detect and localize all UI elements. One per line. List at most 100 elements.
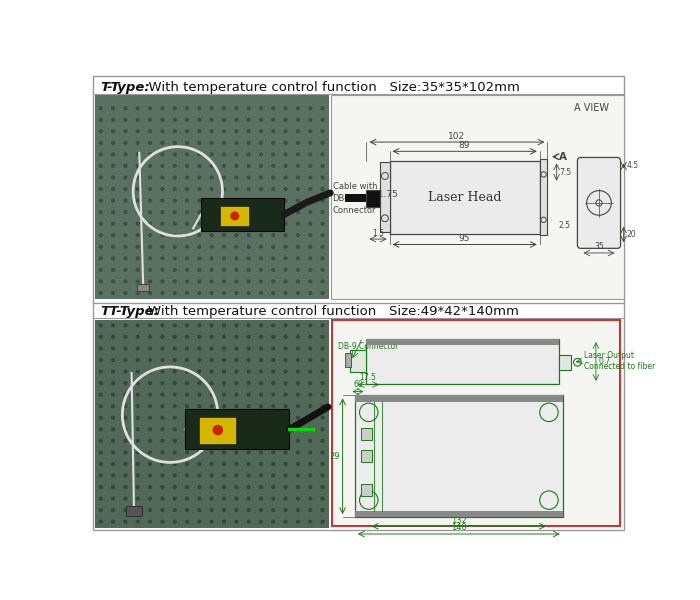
Circle shape [186,347,188,350]
Circle shape [309,153,312,156]
Circle shape [148,474,151,477]
Circle shape [272,416,274,419]
Circle shape [272,188,274,190]
Bar [137,284,149,292]
Circle shape [210,280,213,283]
Circle shape [136,188,139,190]
Circle shape [235,347,238,350]
Circle shape [136,164,139,167]
Circle shape [198,359,201,361]
Circle shape [223,485,225,488]
Circle shape [161,292,164,295]
Circle shape [148,485,151,488]
Circle shape [260,393,262,396]
Circle shape [223,405,225,407]
Circle shape [284,130,287,133]
Circle shape [260,509,262,512]
Circle shape [136,176,139,179]
Circle shape [223,463,225,466]
Circle shape [124,211,127,214]
Circle shape [247,405,250,407]
Circle shape [272,474,274,477]
Circle shape [223,280,225,283]
Circle shape [260,347,262,350]
Circle shape [247,176,250,179]
Circle shape [272,118,274,121]
Circle shape [210,416,213,419]
Circle shape [210,223,213,225]
Circle shape [260,130,262,133]
Circle shape [210,234,213,236]
Circle shape [148,416,151,419]
Circle shape [284,347,287,350]
Circle shape [309,335,312,338]
Circle shape [124,335,127,338]
Circle shape [136,370,139,373]
Circle shape [136,118,139,121]
Bar [186,409,289,449]
Circle shape [99,280,102,283]
Circle shape [284,223,287,225]
Circle shape [99,130,102,133]
Circle shape [260,223,262,225]
Circle shape [284,485,287,488]
Circle shape [309,269,312,271]
FancyBboxPatch shape [578,157,621,248]
Circle shape [210,324,213,327]
Circle shape [198,211,201,214]
Circle shape [186,211,188,214]
Circle shape [161,497,164,500]
Circle shape [99,416,102,419]
Circle shape [247,269,250,271]
Circle shape [174,153,176,156]
Circle shape [148,142,151,144]
Circle shape [148,509,151,512]
Circle shape [272,509,274,512]
Circle shape [260,188,262,190]
Circle shape [198,393,201,396]
Circle shape [99,347,102,350]
Text: 2.5: 2.5 [559,221,571,230]
Circle shape [161,130,164,133]
Circle shape [186,451,188,454]
Circle shape [124,234,127,236]
Circle shape [136,130,139,133]
Circle shape [99,497,102,500]
Circle shape [186,234,188,236]
Circle shape [260,359,262,361]
Circle shape [124,292,127,295]
Circle shape [124,485,127,488]
Circle shape [272,153,274,156]
Circle shape [297,176,300,179]
Circle shape [309,474,312,477]
Circle shape [235,130,238,133]
Circle shape [284,280,287,283]
Circle shape [124,280,127,283]
Circle shape [272,405,274,407]
Circle shape [223,223,225,225]
Circle shape [148,269,151,271]
Circle shape [198,347,201,350]
Circle shape [124,257,127,260]
Circle shape [223,211,225,214]
Circle shape [198,245,201,248]
Circle shape [247,335,250,338]
Circle shape [198,428,201,431]
Circle shape [186,118,188,121]
Circle shape [210,335,213,338]
Circle shape [112,428,115,431]
Circle shape [260,142,262,144]
Circle shape [112,164,115,167]
Circle shape [198,520,201,523]
Circle shape [297,118,300,121]
Text: Laser Head: Laser Head [428,191,501,203]
Text: Laser Output
Connected to fiber: Laser Output Connected to fiber [584,350,654,371]
Circle shape [99,245,102,248]
Circle shape [272,130,274,133]
Circle shape [223,393,225,396]
Circle shape [174,292,176,295]
Circle shape [99,223,102,225]
Circle shape [198,382,201,385]
Circle shape [210,130,213,133]
Circle shape [161,153,164,156]
